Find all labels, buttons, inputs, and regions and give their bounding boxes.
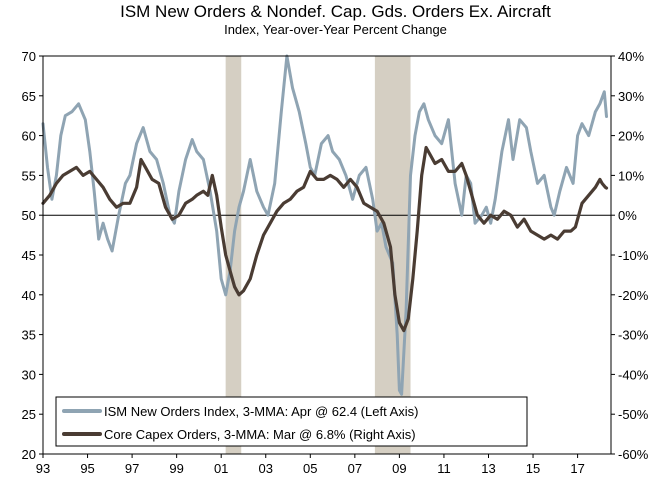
left-tick-label: 35: [22, 328, 36, 343]
chart-title: ISM New Orders & Nondef. Cap. Gds. Order…: [120, 2, 551, 21]
right-tick-label: 10%: [618, 168, 644, 183]
series-line-ism-new-orders: [41, 54, 608, 396]
x-tick-label: 95: [80, 461, 94, 476]
x-tick-label: 05: [303, 461, 317, 476]
x-tick-label: 03: [259, 461, 273, 476]
right-tick-label: 40%: [618, 49, 644, 64]
left-tick-label: 70: [22, 49, 36, 64]
plot-frame: [42, 55, 612, 455]
right-tick-label: -40%: [618, 367, 649, 382]
right-tick-label: 30%: [618, 89, 644, 104]
left-tick-label: 45: [22, 248, 36, 263]
legend-box: [55, 396, 528, 447]
left-tick-label: 50: [22, 208, 36, 223]
x-tick-label: 13: [481, 461, 495, 476]
x-tick-label: 09: [392, 461, 406, 476]
x-tick-label: 15: [526, 461, 540, 476]
left-tick-label: 40: [22, 288, 36, 303]
left-tick-label: 20: [22, 447, 36, 462]
left-tick-label: 30: [22, 367, 36, 382]
series-line-core-capex-orders: [41, 145, 609, 333]
x-tick-label: 93: [36, 461, 50, 476]
legend: ISM New Orders Index, 3-MMA: Apr @ 62.4 …: [55, 396, 528, 447]
chart-subtitle: Index, Year-over-Year Percent Change: [224, 22, 447, 37]
right-tick-label: -20%: [618, 288, 649, 303]
left-tick-label: 25: [22, 407, 36, 422]
right-tick-label: -30%: [618, 328, 649, 343]
x-tick-label: 99: [169, 461, 183, 476]
series-lines: [41, 54, 609, 396]
x-tick-label: 17: [570, 461, 584, 476]
legend-label-ism: ISM New Orders Index, 3-MMA: Apr @ 62.4 …: [104, 404, 418, 419]
right-tick-label: -10%: [618, 248, 649, 263]
x-tick-label: 11: [437, 461, 451, 476]
right-tick-label: 0%: [618, 208, 637, 223]
axes: 20 25 30 35 40 45 50 55 60 65 70 -60% -50% -40% -30% -2…: [22, 49, 649, 476]
x-tick-label: 97: [125, 461, 139, 476]
right-tick-label: -60%: [618, 447, 649, 462]
recession-band-0: [225, 56, 242, 454]
left-tick-label: 60: [22, 129, 36, 144]
right-tick-label: -50%: [618, 407, 649, 422]
legend-label-capex: Core Capex Orders, 3-MMA: Mar @ 6.8% (Ri…: [104, 427, 416, 442]
recession-bands: [225, 56, 411, 454]
left-tick-label: 55: [22, 168, 36, 183]
left-tick-label: 65: [22, 89, 36, 104]
x-tick-label: 07: [348, 461, 362, 476]
right-tick-label: 20%: [618, 129, 644, 144]
x-tick-label: 01: [214, 461, 228, 476]
